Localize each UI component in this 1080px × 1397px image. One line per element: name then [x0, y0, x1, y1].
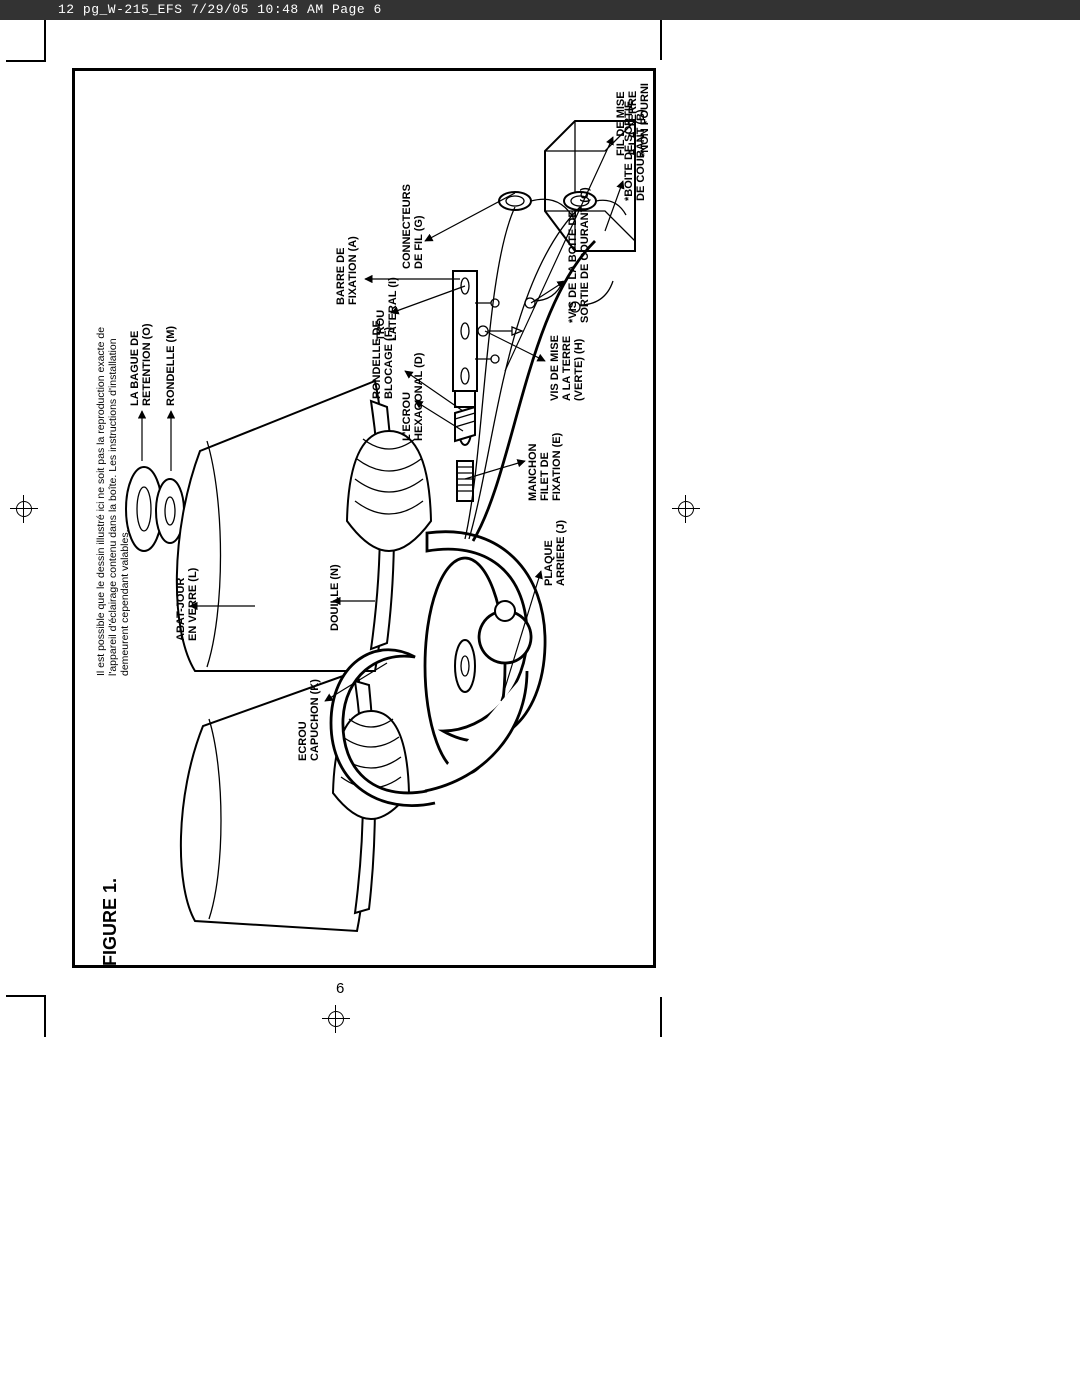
label-barre: BARRE DEFIXATION (A)	[335, 236, 359, 305]
label-visH: VIS DE MISEA LA TERRE(VERTE) (H)	[549, 335, 585, 401]
doc-header: 12 pg_W-215_EFS 7/29/05 10:48 AM Page 6	[0, 0, 1080, 20]
label-visC: *VIS DE LA BOITE DESORTIE DE COURANT (C)	[567, 187, 591, 323]
label-douille: DOUILLE (N)	[329, 564, 341, 631]
label-rondelleM: RONDELLE (M)	[165, 326, 177, 406]
figure-caption: Il est possible que le dessin illustré i…	[95, 327, 131, 676]
label-manchon: MANCHONFILET DEFIXATION (E)	[527, 433, 563, 501]
label-nonfourni: *NON FOURNI	[639, 83, 651, 157]
crop-mark	[44, 20, 54, 60]
crop-mark	[660, 997, 670, 1037]
registration-mark	[672, 495, 700, 523]
registration-mark	[322, 1005, 350, 1033]
registration-mark	[10, 495, 38, 523]
label-rondelleF: RONDELLE DEBLOCAGE (F)	[371, 320, 395, 399]
label-hexD: L'ECROUHEXAGONAL (D)	[401, 353, 425, 441]
center-hardware-icon	[455, 389, 475, 501]
page-number: 6	[336, 980, 344, 997]
label-bague: LA BAGUE DERETENTION (O)	[129, 324, 153, 407]
label-abatjour: ABAT-JOUREN VERRE (L)	[175, 568, 199, 641]
figure-box: FIGURE 1. LA BAGUE DERETENTION (O) RONDE…	[72, 68, 656, 968]
crop-mark	[660, 20, 670, 60]
figure-title: FIGURE 1.	[100, 878, 121, 966]
label-plaque: PLAQUEARRIERE (J)	[543, 520, 567, 586]
label-ecrouK: ECROUCAPUCHON (K)	[297, 679, 321, 761]
label-connect: CONNECTEURSDE FIL (G)	[401, 184, 425, 269]
crop-mark	[44, 997, 54, 1037]
